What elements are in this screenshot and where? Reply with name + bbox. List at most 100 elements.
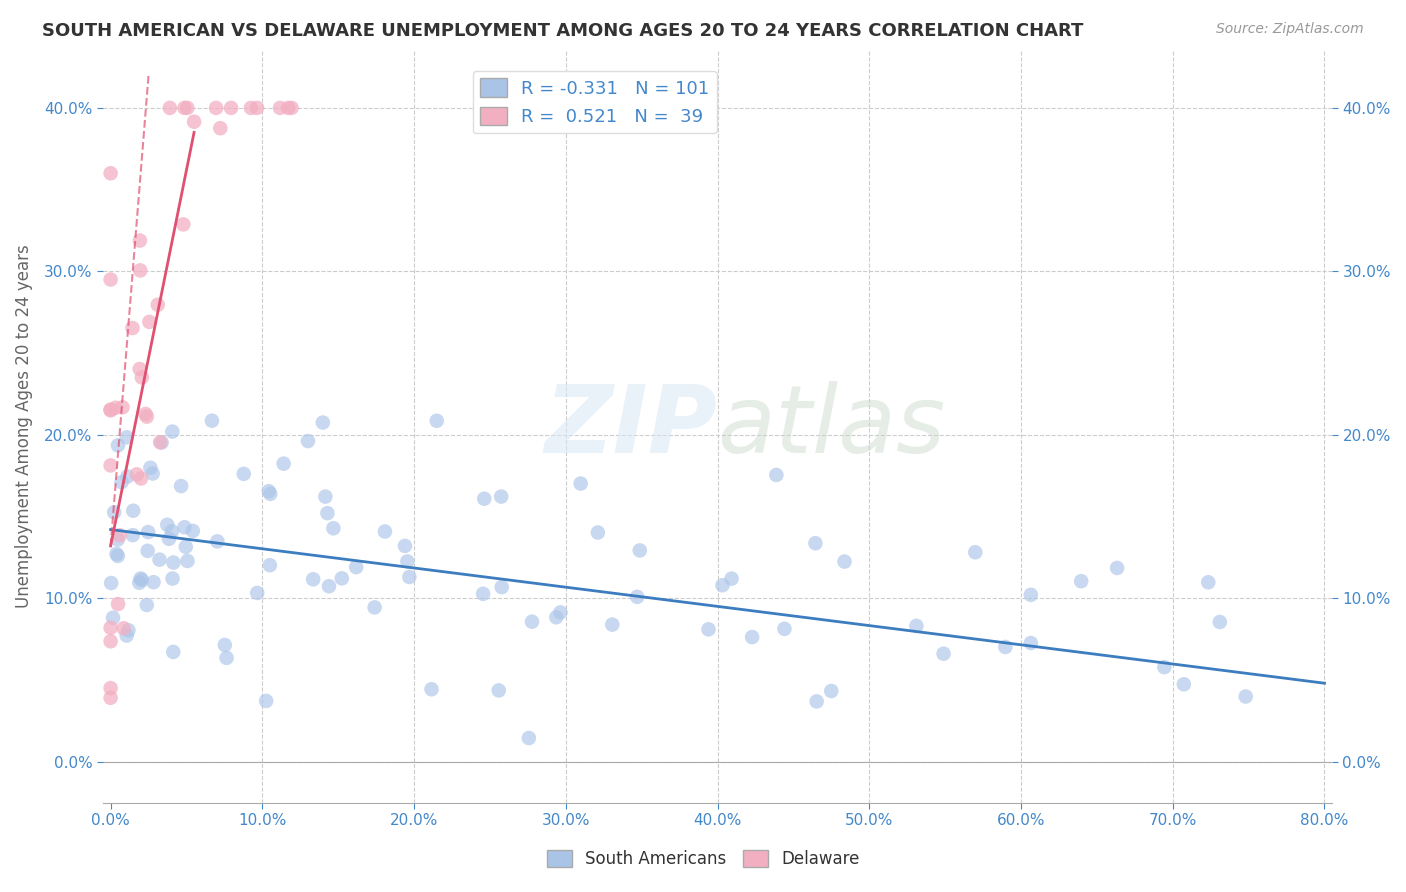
Point <box>297 434 319 448</box>
Point <box>135 409 157 424</box>
Point <box>146 298 169 312</box>
Point <box>834 555 856 569</box>
Point <box>148 552 170 566</box>
Point <box>363 600 385 615</box>
Point <box>117 469 139 483</box>
Point <box>142 467 165 481</box>
Point <box>159 101 181 115</box>
Point <box>765 467 787 482</box>
Point <box>100 634 122 648</box>
Point <box>215 651 238 665</box>
Point <box>322 521 344 535</box>
Point <box>108 528 131 542</box>
Text: SOUTH AMERICAN VS DELAWARE UNEMPLOYMENT AMONG AGES 20 TO 24 YEARS CORRELATION CH: SOUTH AMERICAN VS DELAWARE UNEMPLOYMENT … <box>42 22 1084 40</box>
Text: atlas: atlas <box>717 381 946 472</box>
Point <box>135 598 157 612</box>
Point <box>316 506 339 520</box>
Point <box>174 540 197 554</box>
Point <box>121 528 143 542</box>
Point <box>806 694 828 708</box>
Point <box>420 682 443 697</box>
Point <box>104 401 127 415</box>
Point <box>107 533 129 547</box>
Point <box>183 114 205 128</box>
Point <box>254 694 277 708</box>
Point <box>100 690 122 705</box>
Point <box>820 684 842 698</box>
Point <box>162 572 184 586</box>
Point <box>209 121 232 136</box>
Point <box>162 556 184 570</box>
Point <box>103 505 125 519</box>
Point <box>214 638 236 652</box>
Point <box>277 101 299 115</box>
Point <box>628 543 651 558</box>
Point <box>122 504 145 518</box>
Point <box>157 532 180 546</box>
Point <box>396 554 419 568</box>
Point <box>586 525 609 540</box>
Point <box>259 487 281 501</box>
Point <box>131 370 153 384</box>
Point <box>259 558 281 573</box>
Point <box>149 435 172 450</box>
Point <box>246 586 269 600</box>
Point <box>128 234 150 248</box>
Point <box>112 621 135 635</box>
Point <box>257 484 280 499</box>
Point <box>181 524 204 538</box>
Point <box>125 467 148 482</box>
Point <box>176 101 198 115</box>
Point <box>773 622 796 636</box>
Point <box>131 573 153 587</box>
Point <box>398 570 420 584</box>
Point <box>741 630 763 644</box>
Point <box>176 554 198 568</box>
Point <box>330 571 353 585</box>
Point <box>128 575 150 590</box>
Point <box>160 524 183 539</box>
Point <box>101 610 124 624</box>
Point <box>1107 561 1129 575</box>
Point <box>138 315 160 329</box>
Point <box>115 430 138 444</box>
Point <box>100 272 122 286</box>
Point <box>128 362 150 376</box>
Point <box>110 475 132 490</box>
Point <box>520 615 543 629</box>
Point <box>162 425 184 439</box>
Point <box>129 471 152 485</box>
Y-axis label: Unemployment Among Ages 20 to 24 years: Unemployment Among Ages 20 to 24 years <box>15 244 32 608</box>
Point <box>100 576 122 591</box>
Point <box>173 520 195 534</box>
Point <box>205 101 228 115</box>
Point <box>491 580 513 594</box>
Point <box>201 414 224 428</box>
Point <box>111 401 134 415</box>
Point <box>117 624 139 638</box>
Point <box>1153 660 1175 674</box>
Point <box>273 457 295 471</box>
Point <box>100 166 122 180</box>
Legend: South Americans, Delaware: South Americans, Delaware <box>540 843 866 875</box>
Point <box>344 560 367 574</box>
Point <box>156 517 179 532</box>
Point <box>107 438 129 452</box>
Point <box>100 402 122 417</box>
Point <box>100 621 122 635</box>
Point <box>129 572 152 586</box>
Point <box>489 490 512 504</box>
Point <box>232 467 254 481</box>
Point <box>207 534 229 549</box>
Text: ZIP: ZIP <box>544 381 717 473</box>
Point <box>905 619 928 633</box>
Point <box>100 403 122 417</box>
Point <box>121 321 143 335</box>
Point <box>312 416 335 430</box>
Point <box>1019 636 1042 650</box>
Point <box>239 101 262 115</box>
Point <box>517 731 540 745</box>
Point <box>314 490 336 504</box>
Point <box>107 549 129 563</box>
Point <box>546 610 568 624</box>
